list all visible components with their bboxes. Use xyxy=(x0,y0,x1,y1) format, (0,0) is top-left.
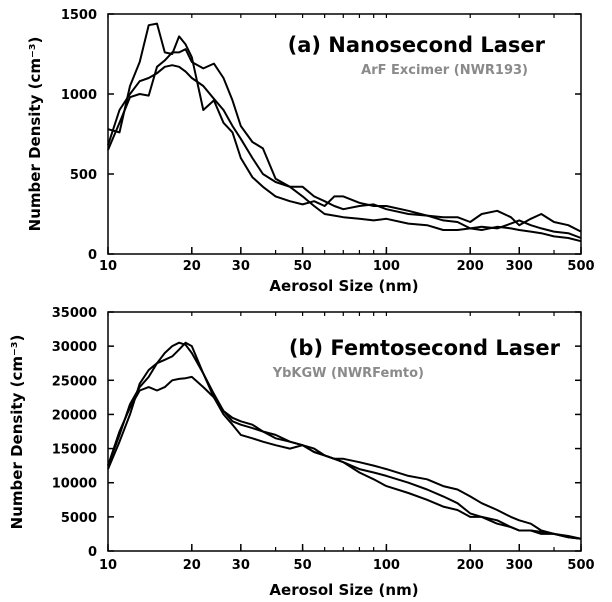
x-axis-label-a: Aerosol Size (nm) xyxy=(269,277,418,295)
x-ticks-b: 10 20 30 50 100 200 300 500 xyxy=(99,312,595,573)
x-tick-label: 300 xyxy=(506,558,533,573)
x-tick-label: 10 xyxy=(99,259,117,274)
series-line-2 xyxy=(107,48,582,233)
series-line-3 xyxy=(107,375,582,540)
y-tick-label: 15000 xyxy=(52,443,97,458)
y-ticks-b: 0 5000 10000 15000 20000 25000 30000 35000 xyxy=(52,306,581,560)
y-tick-label: 1500 xyxy=(61,8,97,23)
y-axis-label-a: Number Density (cm⁻³) xyxy=(26,37,44,232)
series-lines-b xyxy=(107,341,582,540)
chart-title-b: (b) Femtosecond Laser xyxy=(289,336,561,360)
chart-subtitle-a: ArF Excimer (NWR193) xyxy=(361,63,528,78)
x-axis-label-b: Aerosol Size (nm) xyxy=(269,581,418,599)
x-tick-label: 200 xyxy=(457,259,484,274)
x-tick-label: 500 xyxy=(567,259,594,274)
y-tick-label: 500 xyxy=(70,168,97,183)
panel-a: 0 500 1000 1500 10 20 30 50 100 200 300 500 (a) Na… xyxy=(26,8,595,295)
x-tick-label: 100 xyxy=(373,259,400,274)
x-tick-label: 30 xyxy=(232,259,250,274)
y-axis-label-b: Number Density (cm⁻³) xyxy=(8,335,26,530)
y-tick-label: 0 xyxy=(88,248,97,263)
series-line-3 xyxy=(107,64,582,243)
y-tick-label: 5000 xyxy=(61,511,97,526)
x-tick-label: 50 xyxy=(294,558,312,573)
plot-frame-a xyxy=(107,13,582,255)
x-tick-label: 20 xyxy=(183,558,201,573)
x-ticks-a: 10 20 30 50 100 200 300 500 xyxy=(99,14,595,274)
y-tick-label: 35000 xyxy=(52,306,97,321)
y-tick-label: 30000 xyxy=(52,340,97,355)
series-line-2 xyxy=(107,341,582,540)
y-tick-label: 0 xyxy=(88,545,97,560)
y-tick-label: 1000 xyxy=(61,88,97,103)
x-tick-label: 100 xyxy=(373,558,400,573)
x-tick-label: 10 xyxy=(99,558,117,573)
x-tick-label: 200 xyxy=(457,558,484,573)
x-tick-label: 50 xyxy=(294,259,312,274)
y-tick-label: 10000 xyxy=(52,477,97,492)
chart-subtitle-b: YbKGW (NWRFemto) xyxy=(272,366,424,381)
x-tick-label: 500 xyxy=(567,558,594,573)
x-tick-label: 300 xyxy=(506,259,533,274)
x-tick-label: 20 xyxy=(183,259,201,274)
panel-b: 0 5000 10000 15000 20000 25000 30000 35000 10 20… xyxy=(8,306,595,599)
series-lines-a xyxy=(107,22,582,243)
x-tick-label: 30 xyxy=(232,558,250,573)
chart-title-a: (a) Nanosecond Laser xyxy=(288,33,546,57)
y-tick-label: 20000 xyxy=(52,408,97,423)
plot-frame-b xyxy=(107,311,582,552)
y-ticks-a: 0 500 1000 1500 xyxy=(61,8,581,263)
y-tick-label: 25000 xyxy=(52,374,97,389)
